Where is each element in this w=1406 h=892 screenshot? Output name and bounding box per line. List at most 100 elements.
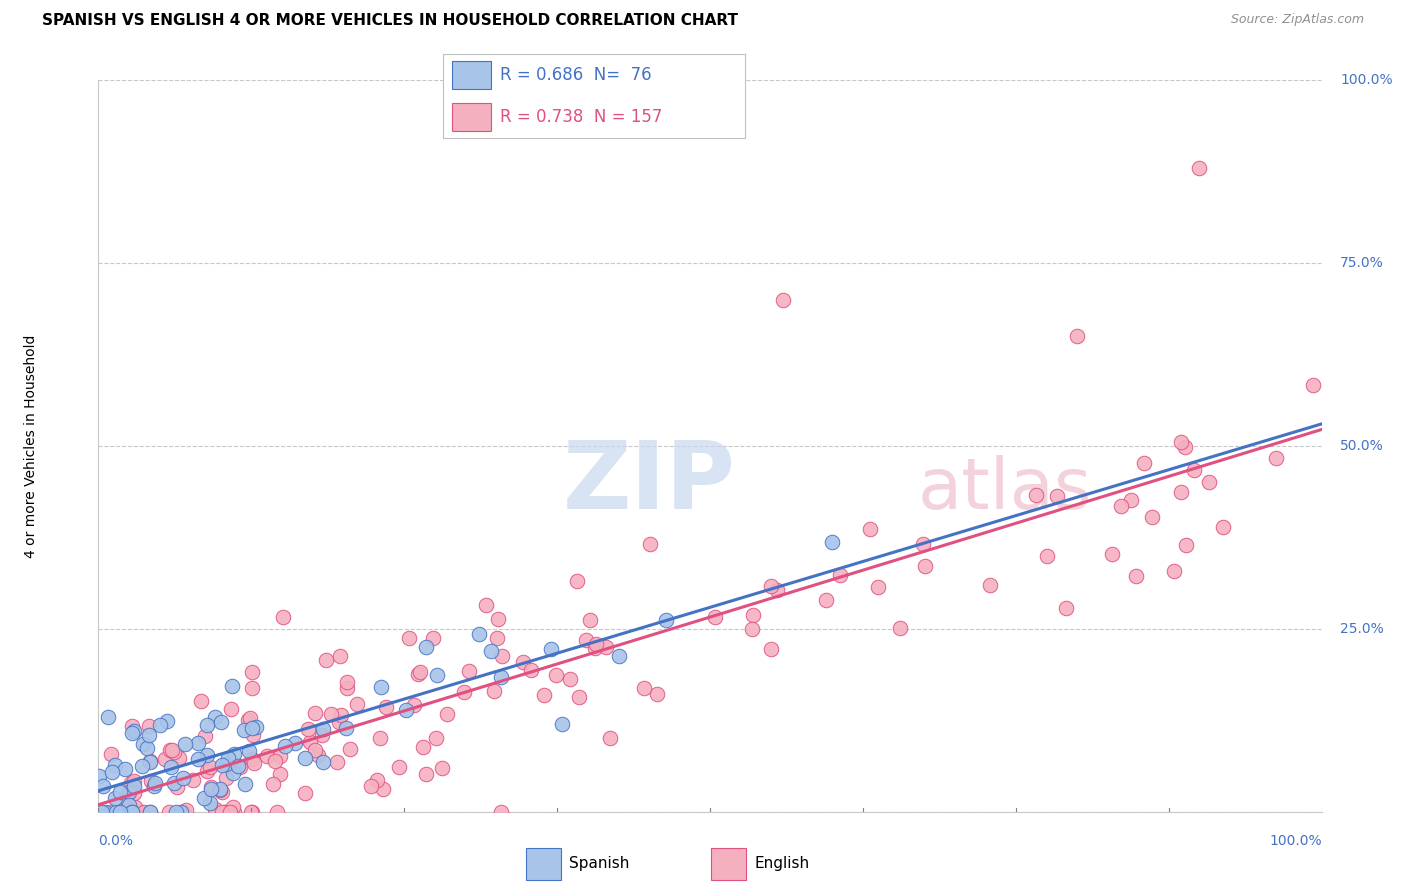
Point: [398, 631, 420, 645]
Point: [122, 773, 145, 788]
Point: [132, 738, 155, 752]
Point: [221, 679, 243, 693]
Point: [294, 786, 316, 800]
Point: [198, 796, 221, 810]
Point: [540, 641, 562, 656]
Bar: [451, 62, 491, 89]
Point: [585, 637, 607, 651]
Point: [197, 747, 219, 762]
Point: [204, 710, 226, 724]
Point: [143, 776, 166, 790]
Point: [104, 805, 127, 819]
Point: [772, 293, 794, 307]
Point: [243, 756, 266, 770]
Point: [235, 777, 257, 791]
Point: [415, 640, 437, 655]
Point: [368, 731, 391, 745]
Point: [578, 613, 600, 627]
Point: [766, 582, 789, 597]
Point: [426, 668, 449, 682]
Point: [118, 797, 141, 812]
Point: [120, 776, 142, 790]
Point: [742, 607, 765, 622]
Point: [304, 706, 326, 720]
Point: [412, 739, 434, 754]
Point: [395, 703, 418, 717]
Point: [1170, 485, 1192, 500]
Point: [138, 718, 160, 732]
Point: [1198, 475, 1220, 490]
Point: [298, 734, 321, 748]
Point: [122, 779, 145, 793]
Bar: [711, 848, 747, 880]
Text: 0.0%: 0.0%: [98, 834, 134, 848]
Point: [1133, 456, 1156, 470]
Point: [264, 754, 287, 768]
Point: [595, 640, 617, 654]
Point: [122, 805, 145, 819]
Point: [238, 744, 260, 758]
Point: [370, 680, 392, 694]
Point: [193, 791, 215, 805]
Point: [209, 714, 232, 729]
Point: [139, 756, 162, 770]
Point: [568, 690, 591, 705]
Point: [101, 765, 124, 780]
Point: [121, 726, 143, 740]
Point: [200, 760, 222, 774]
Point: [1046, 489, 1069, 503]
Point: [821, 534, 844, 549]
Point: [388, 759, 411, 773]
Point: [162, 745, 184, 759]
Point: [240, 665, 263, 680]
Point: [262, 777, 284, 791]
Point: [256, 748, 278, 763]
Point: [575, 632, 598, 647]
Point: [190, 694, 212, 708]
Text: English: English: [754, 855, 810, 871]
Point: [221, 799, 243, 814]
Point: [741, 622, 763, 636]
Point: [645, 687, 668, 701]
Point: [436, 706, 458, 721]
Point: [533, 688, 555, 702]
Point: [143, 779, 166, 793]
Point: [321, 706, 343, 721]
Point: [170, 805, 193, 819]
Point: [240, 752, 263, 766]
Point: [415, 767, 437, 781]
Text: Spanish: Spanish: [569, 855, 630, 871]
Point: [219, 805, 242, 819]
Point: [859, 522, 882, 536]
Point: [520, 663, 543, 677]
Point: [406, 666, 429, 681]
Point: [236, 713, 259, 727]
Point: [98, 805, 121, 819]
Point: [491, 648, 513, 663]
Point: [1119, 493, 1142, 508]
Point: [703, 610, 725, 624]
Point: [1036, 549, 1059, 563]
Point: [173, 805, 195, 819]
Point: [166, 780, 188, 794]
Point: [1302, 377, 1324, 392]
Point: [315, 653, 337, 667]
Point: [132, 805, 155, 819]
Point: [122, 723, 145, 738]
Point: [242, 681, 264, 695]
Point: [486, 631, 509, 645]
Point: [1212, 520, 1234, 534]
Text: R = 0.686  N=  76: R = 0.686 N= 76: [501, 66, 652, 84]
Point: [222, 747, 245, 762]
Point: [121, 805, 143, 819]
Point: [174, 737, 197, 751]
Point: [475, 599, 498, 613]
Point: [219, 702, 242, 716]
Point: [104, 757, 127, 772]
Point: [245, 720, 267, 734]
Point: [232, 723, 254, 737]
Point: [217, 750, 239, 764]
Point: [208, 782, 231, 797]
Point: [422, 631, 444, 645]
Point: [181, 772, 204, 787]
